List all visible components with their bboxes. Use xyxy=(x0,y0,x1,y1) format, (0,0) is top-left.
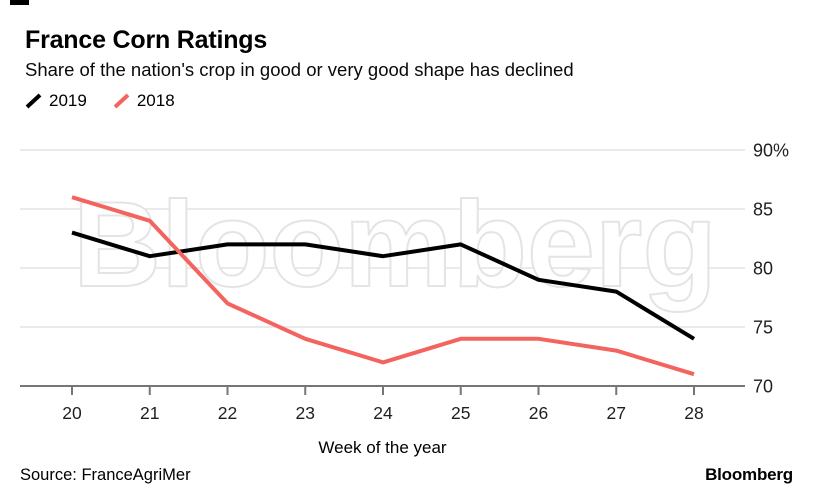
x-tick-label: 22 xyxy=(218,403,237,423)
x-tick-label: 20 xyxy=(62,403,82,423)
x-axis-title: Week of the year xyxy=(318,438,447,457)
y-tick-label: 75 xyxy=(753,318,773,338)
legend: 2019 2018 xyxy=(25,91,175,111)
x-tick-label: 27 xyxy=(607,403,626,423)
chart-title: France Corn Ratings xyxy=(25,26,268,54)
x-tick-label: 28 xyxy=(684,403,703,423)
y-tick-label: 90% xyxy=(753,141,789,161)
x-tick-label: 24 xyxy=(373,403,393,423)
y-tick-label: 80 xyxy=(753,259,773,279)
chart-subtitle: Share of the nation's crop in good or ve… xyxy=(25,59,574,80)
legend-swatch-2018-icon xyxy=(113,93,130,108)
legend-swatch-2019-icon xyxy=(25,93,42,108)
x-tick-label: 26 xyxy=(529,403,548,423)
x-tick-label: 25 xyxy=(451,403,470,423)
x-axis-layer xyxy=(20,385,745,395)
legend-label: 2019 xyxy=(49,91,87,110)
series-line-2018 xyxy=(71,195,695,377)
source-attribution: Source: FranceAgriMer xyxy=(20,466,191,484)
slash-icon xyxy=(113,93,130,108)
slash-icon xyxy=(25,93,42,108)
legend-label: 2018 xyxy=(136,91,175,110)
legend-item-2018: 2018 xyxy=(113,91,175,111)
bloomberg-logo: Bloomberg xyxy=(705,465,793,484)
legend-item-2019: 2019 xyxy=(25,91,87,111)
gridlines-layer xyxy=(20,149,745,328)
y-tick-label: 70 xyxy=(753,377,773,397)
series-layer xyxy=(71,195,696,377)
series-line-2019 xyxy=(71,230,696,341)
x-tick-label: 23 xyxy=(296,403,315,423)
y-tick-label: 85 xyxy=(753,200,773,220)
x-tick-label: 21 xyxy=(140,403,159,423)
tick-labels-layer: 20 21 22 23 24 25 26 27 28 70 75 80 85 90% xyxy=(62,141,789,424)
brand-dash xyxy=(10,0,29,5)
